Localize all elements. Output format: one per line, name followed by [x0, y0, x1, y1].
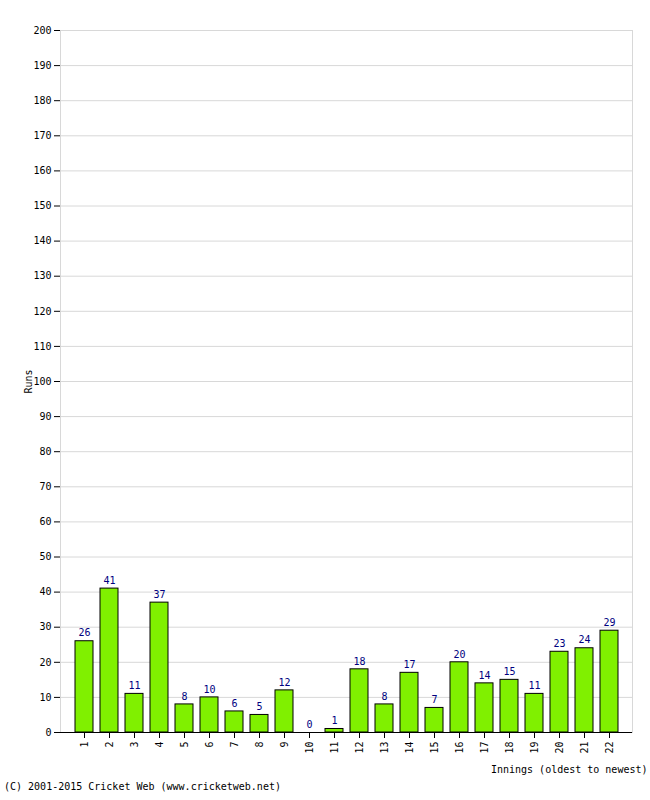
svg-text:22: 22: [604, 742, 615, 754]
svg-text:11: 11: [128, 680, 140, 691]
svg-text:10: 10: [304, 742, 315, 754]
svg-text:20: 20: [453, 649, 465, 660]
svg-text:37: 37: [153, 589, 165, 600]
svg-text:15: 15: [429, 742, 440, 754]
svg-text:90: 90: [39, 411, 51, 422]
svg-text:170: 170: [33, 130, 51, 141]
svg-text:80: 80: [39, 446, 51, 457]
svg-text:7: 7: [229, 742, 240, 748]
svg-text:18: 18: [504, 742, 515, 754]
svg-text:9: 9: [279, 742, 290, 748]
svg-text:1: 1: [331, 715, 337, 726]
svg-text:200: 200: [33, 25, 51, 36]
svg-text:29: 29: [603, 617, 615, 628]
html-text:(C) 2001-2015 Cricket Web (www: (C) 2001-2015 Cricket Web (www.cricketwe…: [4, 781, 281, 792]
svg-text:4: 4: [154, 742, 165, 748]
svg-text:8: 8: [181, 691, 187, 702]
svg-text:14: 14: [404, 742, 415, 754]
svg-text:17: 17: [479, 742, 490, 754]
svg-text:18: 18: [353, 656, 365, 667]
svg-text:6: 6: [231, 698, 237, 709]
svg-text:11: 11: [528, 680, 540, 691]
svg-text:6: 6: [204, 742, 215, 748]
svg-text:60: 60: [39, 516, 51, 527]
svg-text:41: 41: [103, 575, 115, 586]
svg-text:0: 0: [45, 727, 51, 738]
svg-text:26: 26: [78, 627, 90, 638]
svg-text:23: 23: [553, 638, 565, 649]
svg-text:Innings (oldest to newest): Innings (oldest to newest): [491, 764, 648, 775]
svg-text:Runs: Runs: [23, 369, 34, 393]
svg-text:11: 11: [329, 742, 340, 754]
svg-text:70: 70: [39, 481, 51, 492]
svg-text:12: 12: [278, 677, 290, 688]
svg-text:130: 130: [33, 270, 51, 281]
svg-text:16: 16: [454, 742, 465, 754]
svg-text:180: 180: [33, 95, 51, 106]
svg-text:15: 15: [503, 666, 515, 677]
svg-text:100: 100: [33, 376, 51, 387]
svg-text:20: 20: [554, 742, 565, 754]
svg-text:40: 40: [39, 586, 51, 597]
svg-text:30: 30: [39, 621, 51, 632]
svg-text:50: 50: [39, 551, 51, 562]
svg-text:8: 8: [381, 691, 387, 702]
svg-text:7: 7: [431, 694, 437, 705]
svg-text:10: 10: [39, 692, 51, 703]
svg-text:120: 120: [33, 306, 51, 317]
svg-text:5: 5: [256, 701, 262, 712]
svg-text:1: 1: [79, 742, 90, 748]
svg-text:8: 8: [254, 742, 265, 748]
svg-text:12: 12: [354, 742, 365, 754]
svg-text:2: 2: [104, 742, 115, 748]
svg-text:14: 14: [478, 670, 490, 681]
svg-text:10: 10: [203, 684, 215, 695]
svg-text:3: 3: [129, 742, 140, 748]
svg-text:110: 110: [33, 341, 51, 352]
svg-text:20: 20: [39, 657, 51, 668]
svg-text:150: 150: [33, 200, 51, 211]
svg-text:13: 13: [379, 742, 390, 754]
svg-text:19: 19: [529, 742, 540, 754]
svg-text:21: 21: [579, 742, 590, 754]
svg-text:140: 140: [33, 235, 51, 246]
svg-text:160: 160: [33, 165, 51, 176]
svg-text:0: 0: [306, 719, 312, 730]
svg-text:190: 190: [33, 60, 51, 71]
svg-text:17: 17: [403, 659, 415, 670]
svg-text:24: 24: [578, 634, 590, 645]
svg-text:5: 5: [179, 742, 190, 748]
